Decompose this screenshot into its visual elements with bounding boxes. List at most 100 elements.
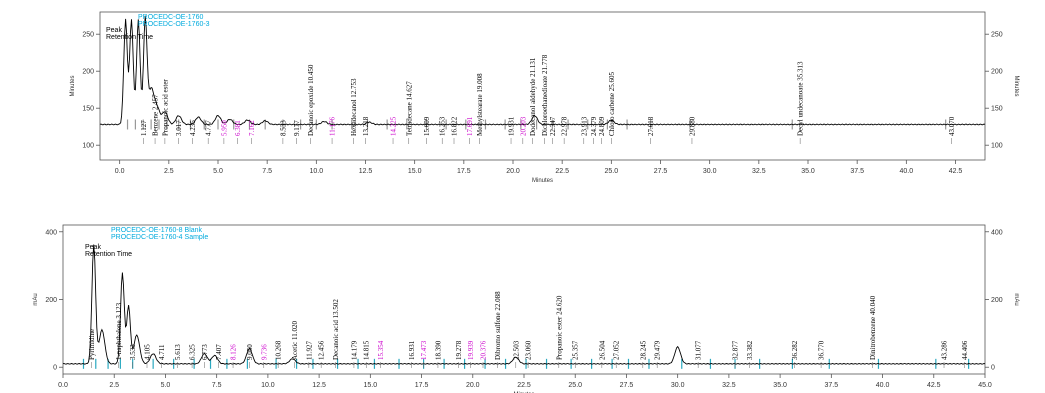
x-tick-label: 35.0 bbox=[773, 382, 787, 389]
x-tick-label: 32.5 bbox=[722, 382, 736, 389]
chromatogram-trace bbox=[62, 244, 986, 365]
peak-annotation: 17.473 bbox=[420, 340, 428, 360]
y-tick-label-right: 100 bbox=[991, 143, 1003, 150]
x-tick-label: 20.0 bbox=[466, 382, 480, 389]
peak-annotation: 13.218 bbox=[362, 116, 370, 136]
peak-annotation: 14.815 bbox=[363, 340, 371, 360]
peak-annotation: 4.777 bbox=[205, 120, 213, 136]
peak-annotation: Dinitrobenzene 40.040 bbox=[869, 295, 877, 360]
x-tick-label: 40.0 bbox=[900, 168, 914, 175]
peak-annotation: 4.105 bbox=[144, 344, 152, 360]
peak-annotation: Dibromo sulfone 22.088 bbox=[494, 291, 502, 360]
peak-annotation: Hexadecanol 12.753 bbox=[350, 78, 358, 136]
y-tick-label-right: 250 bbox=[991, 32, 1003, 39]
y-tick-label-left: 400 bbox=[45, 229, 57, 236]
inner-label: Peak bbox=[85, 244, 101, 251]
x-tick-label: 37.5 bbox=[850, 168, 864, 175]
peak-annotation: 11.927 bbox=[305, 341, 313, 360]
x-tick-label: 15.0 bbox=[408, 168, 422, 175]
peak-annotation: 1-naphthalene 3.123 bbox=[115, 302, 123, 360]
x-tick-label: 17.5 bbox=[457, 168, 471, 175]
peak-annotation: 10.268 bbox=[275, 340, 283, 360]
x-tick-label: 22.5 bbox=[517, 382, 531, 389]
x-tick-label: 20.0 bbox=[506, 168, 520, 175]
x-tick-label: 30.0 bbox=[703, 168, 717, 175]
inner-label: Retention Time bbox=[106, 34, 153, 41]
peak-annotation: 22.347 bbox=[549, 116, 557, 136]
peak-annotation: 3.017 bbox=[175, 120, 183, 136]
peak-annotation: 44.406 bbox=[961, 340, 969, 360]
peak-annotation: 33.382 bbox=[746, 340, 754, 360]
peak-annotation: Decyl undecanoate 35.313 bbox=[797, 61, 805, 136]
x-tick-label: 25.0 bbox=[568, 382, 582, 389]
peak-annotation: 3.533 bbox=[129, 344, 137, 360]
peak-annotation: 9.177 bbox=[293, 120, 301, 136]
peak-annotation: 36.282 bbox=[791, 340, 799, 360]
peak-annotation: Benzene 2.457 bbox=[152, 94, 160, 136]
legend-entry: PROCEDC-OE-1760-4 Sample bbox=[111, 234, 208, 241]
peak-annotation: 24.809 bbox=[598, 116, 606, 136]
peak-annotation: Chloro carbene 25.605 bbox=[608, 72, 616, 136]
peak-annotation: 1.127 bbox=[140, 120, 148, 136]
y-axis-label-left: mAu bbox=[33, 293, 39, 305]
peak-annotation: 14.179 bbox=[350, 340, 358, 360]
y-tick-label-right: 200 bbox=[991, 297, 1003, 304]
peak-annotation: 7.407 bbox=[215, 344, 223, 360]
peak-annotation: Propanoic ester 24.620 bbox=[555, 295, 563, 360]
peak-annotation: 25.357 bbox=[572, 340, 580, 360]
x-tick-label: 40.0 bbox=[876, 382, 890, 389]
peak-annotation: 6.381 bbox=[234, 120, 242, 136]
x-tick-label: 7.5 bbox=[262, 168, 272, 175]
y-tick-label-left: 100 bbox=[82, 143, 94, 150]
peak-annotation: 20.376 bbox=[480, 340, 488, 360]
x-tick-label: 45.0 bbox=[978, 382, 992, 389]
peak-annotation: 43.070 bbox=[948, 116, 956, 136]
y-tick-label-right: 0 bbox=[991, 365, 995, 372]
chromatogram-trace bbox=[99, 15, 986, 126]
x-axis-label: Minutes bbox=[532, 178, 553, 184]
peak-annotation: 16.931 bbox=[408, 340, 416, 360]
x-tick-label: 27.5 bbox=[620, 382, 634, 389]
peak-annotation: 19.931 bbox=[508, 116, 516, 136]
peak-annotation: 15.354 bbox=[377, 340, 385, 360]
peak-annotation: 16.822 bbox=[451, 116, 459, 136]
peak-annotation: 4.235 bbox=[189, 120, 197, 136]
peak-annotation: 5.613 bbox=[174, 344, 182, 360]
x-tick-label: 22.5 bbox=[555, 168, 569, 175]
x-tick-label: 5.0 bbox=[161, 382, 171, 389]
peak-annotation: 20.203 bbox=[519, 116, 527, 136]
peak-annotation: 14.225 bbox=[390, 116, 398, 136]
peak-annotation: Decanoic acid 13.502 bbox=[332, 299, 340, 360]
x-tick-label: 12.5 bbox=[359, 168, 373, 175]
x-tick-label: 42.5 bbox=[949, 168, 963, 175]
x-tick-label: 2.5 bbox=[109, 382, 119, 389]
peak-annotation: Methylstearate 19.008 bbox=[476, 73, 484, 136]
y-tick-label-left: 150 bbox=[82, 106, 94, 113]
peak-annotation: 9.050 bbox=[246, 344, 254, 360]
legend-entry: PROCEDC-OE-1760-8 Blank bbox=[111, 227, 203, 234]
x-tick-label: 5.0 bbox=[213, 168, 223, 175]
peak-annotation: 24.379 bbox=[590, 116, 598, 136]
x-tick-label: 42.5 bbox=[927, 382, 941, 389]
peak-annotation: Acetic 11.020 bbox=[291, 320, 299, 360]
x-tick-label: 0.0 bbox=[115, 168, 125, 175]
peak-annotation: 16.253 bbox=[439, 116, 447, 136]
y-axis-label-left: Minutes bbox=[70, 75, 76, 96]
peak-annotation: 27.052 bbox=[613, 340, 621, 360]
peak-annotation: 18.390 bbox=[434, 340, 442, 360]
peak-annotation: 36.770 bbox=[818, 340, 826, 360]
peak-annotation: 8.533 bbox=[279, 120, 287, 136]
peak-annotation: 31.077 bbox=[695, 340, 703, 360]
peak-annotation: Pyrimidine bbox=[88, 329, 96, 360]
x-tick-label: 30.0 bbox=[671, 382, 685, 389]
peak-annotation: 11.176 bbox=[329, 117, 337, 136]
peak-annotation: 12.456 bbox=[318, 340, 326, 360]
x-tick-label: 17.5 bbox=[415, 382, 429, 389]
peak-annotation: 15.609 bbox=[423, 116, 431, 136]
x-tick-label: 32.5 bbox=[752, 168, 766, 175]
peak-annotation: 23.060 bbox=[525, 340, 533, 360]
x-tick-label: 35.0 bbox=[801, 168, 815, 175]
peak-annotation: 43.286 bbox=[941, 340, 949, 360]
x-tick-label: 37.5 bbox=[825, 382, 839, 389]
